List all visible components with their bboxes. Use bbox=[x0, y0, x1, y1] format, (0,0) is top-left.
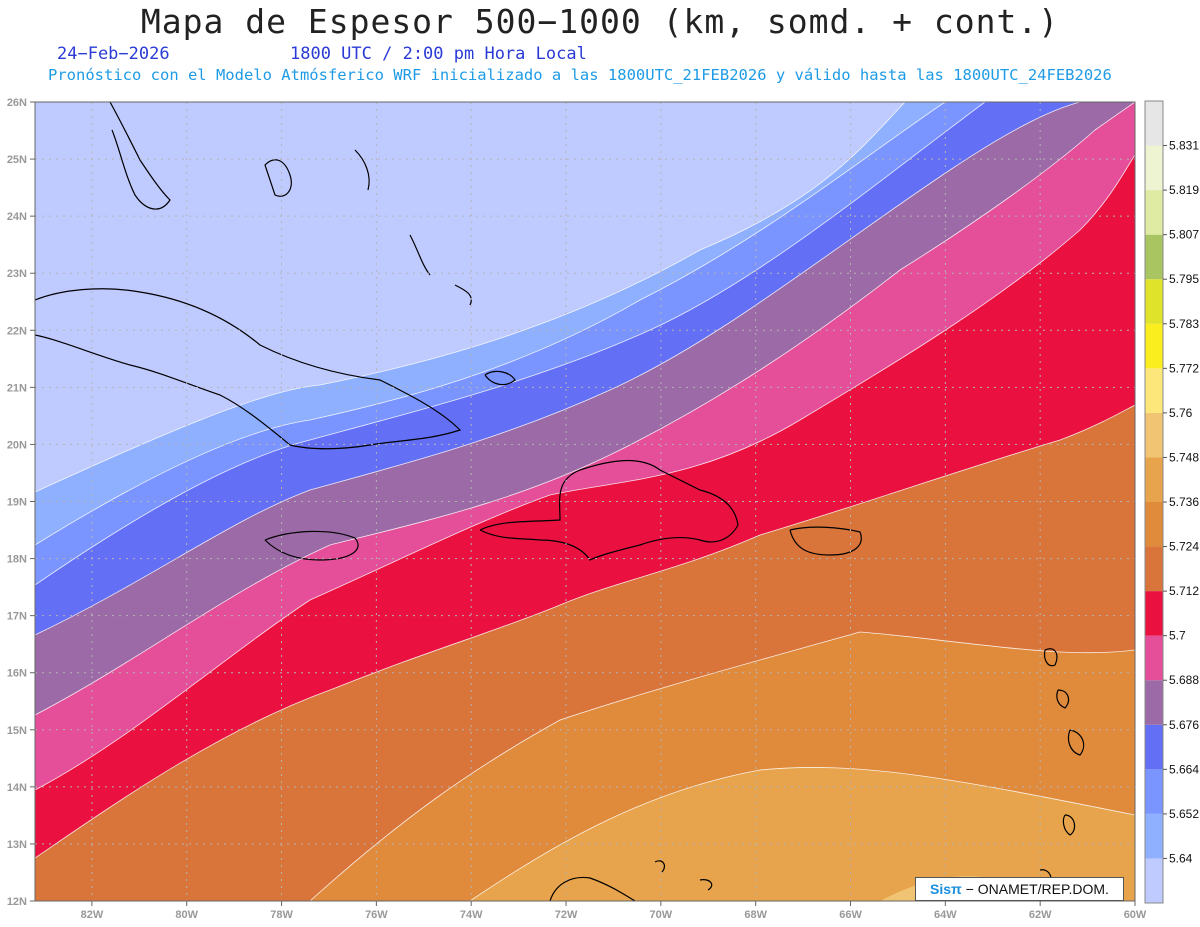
forecast-subtitle: Pronóstico con el Modelo Atmósferico WRF… bbox=[48, 66, 1112, 84]
colorbar-swatch bbox=[1145, 368, 1163, 413]
colorbar-swatch bbox=[1145, 101, 1163, 146]
lon-tick-label: 72W bbox=[555, 909, 578, 921]
colorbar-swatch bbox=[1145, 502, 1163, 547]
colorbar-swatch bbox=[1145, 412, 1163, 458]
lon-tick-label: 76W bbox=[365, 909, 388, 921]
colorbar-swatch bbox=[1145, 546, 1163, 592]
lat-tick-label: 25N bbox=[7, 154, 27, 166]
colorbar-label: 5.64 bbox=[1169, 851, 1193, 865]
colorbar-swatch bbox=[1145, 635, 1163, 681]
map-title: Mapa de Espesor 500−1000 (km, somd. + co… bbox=[140, 2, 1060, 41]
coastlines bbox=[35, 102, 1085, 901]
colorbar-label: 5.712 bbox=[1169, 584, 1199, 598]
bahamas-acklins bbox=[454, 284, 472, 306]
colorbar-label: 5.748 bbox=[1169, 450, 1199, 464]
colorbar-swatch bbox=[1145, 234, 1163, 280]
lat-tick-label: 16N bbox=[7, 668, 27, 680]
bahamas-eleuthera bbox=[354, 149, 370, 191]
st-vincent-coast bbox=[1062, 814, 1076, 836]
colorbar-swatch bbox=[1145, 457, 1163, 502]
lat-tick-label: 21N bbox=[7, 382, 27, 394]
graticule bbox=[35, 102, 1135, 901]
colorbar-swatch bbox=[1145, 190, 1163, 235]
colorbar-label: 5.783 bbox=[1169, 317, 1199, 331]
lat-tick-label: 20N bbox=[7, 439, 27, 451]
colorbar-label: 5.724 bbox=[1169, 540, 1199, 554]
lon-tick-label: 78W bbox=[270, 909, 293, 921]
colorbar-label: 5.772 bbox=[1169, 361, 1199, 375]
colorbar-label: 5.736 bbox=[1169, 495, 1199, 509]
lon-tick-label: 66W bbox=[839, 909, 862, 921]
lon-tick-label: 68W bbox=[744, 909, 767, 921]
lat-tick-label: 12N bbox=[7, 896, 27, 908]
colorbar-swatch bbox=[1145, 858, 1163, 903]
lat-tick-label: 22N bbox=[7, 325, 27, 337]
axis-ticks: 82W 80W 78W 76W 74W 72W 70W 68W 66W 64W 62W 60W 12N 1… bbox=[7, 97, 1147, 921]
colorbar-label: 5.7 bbox=[1169, 629, 1186, 643]
guadeloupe-coast bbox=[1043, 648, 1058, 667]
guajira-coast bbox=[549, 876, 636, 901]
aruba-coast bbox=[654, 860, 666, 873]
colorbar-label: 5.664 bbox=[1169, 762, 1199, 776]
colorbar-swatch bbox=[1145, 279, 1163, 324]
colorbar-label: 5.652 bbox=[1169, 807, 1199, 821]
colorbar-label: 5.676 bbox=[1169, 718, 1199, 732]
curacao-coast bbox=[699, 879, 713, 891]
hispaniola-coast bbox=[479, 460, 739, 561]
lat-tick-label: 19N bbox=[7, 497, 27, 509]
colorbar-swatch bbox=[1145, 591, 1163, 636]
colorbar-swatch bbox=[1145, 680, 1163, 725]
jamaica-coast bbox=[264, 530, 359, 561]
puerto-rico-coast bbox=[789, 526, 862, 556]
band-5748 bbox=[470, 767, 1135, 901]
colorbar-label: 5.807 bbox=[1169, 228, 1199, 242]
colorbar-label: 5.795 bbox=[1169, 272, 1199, 286]
credit-brand: Sisπ bbox=[930, 881, 962, 897]
lat-tick-label: 14N bbox=[7, 782, 27, 794]
lon-tick-label: 64W bbox=[934, 909, 957, 921]
bahamas-andros bbox=[264, 159, 292, 197]
colorbar-label: 5.831 bbox=[1169, 139, 1199, 153]
colorbar-swatch bbox=[1145, 145, 1163, 191]
lon-tick-label: 82W bbox=[81, 909, 104, 921]
lat-tick-label: 26N bbox=[7, 97, 27, 109]
colorbar-swatch bbox=[1145, 323, 1163, 369]
colorbar-swatch bbox=[1145, 769, 1163, 814]
lat-tick-label: 17N bbox=[7, 611, 27, 623]
forecast-time: 1800 UTC / 2:00 pm Hora Local bbox=[290, 44, 587, 64]
colorbar-label: 5.819 bbox=[1169, 183, 1199, 197]
colorbar-swatch bbox=[1145, 813, 1163, 859]
map-plot-area bbox=[35, 102, 1135, 901]
lat-tick-label: 15N bbox=[7, 725, 27, 737]
bahamas-long-island bbox=[409, 234, 431, 276]
lon-tick-label: 74W bbox=[460, 909, 483, 921]
lon-tick-label: 70W bbox=[650, 909, 673, 921]
lon-tick-label: 62W bbox=[1029, 909, 1052, 921]
lat-tick-label: 24N bbox=[7, 211, 27, 223]
colorbar-label: 5.76 bbox=[1169, 406, 1193, 420]
florida-coast bbox=[109, 102, 171, 210]
colorbar-swatch bbox=[1145, 724, 1163, 770]
dominica-coast bbox=[1056, 689, 1070, 709]
inagua-island bbox=[484, 370, 516, 386]
lat-tick-label: 18N bbox=[7, 554, 27, 566]
lon-tick-label: 60W bbox=[1124, 909, 1147, 921]
lat-tick-label: 13N bbox=[7, 839, 27, 851]
martinique-coast bbox=[1067, 729, 1085, 756]
colorbar-label: 5.688 bbox=[1169, 673, 1199, 687]
credit-box: Sisπ − ONAMET/REP.DOM. bbox=[915, 877, 1124, 901]
lat-tick-label: 23N bbox=[7, 268, 27, 280]
forecast-date: 24−Feb−2026 bbox=[57, 44, 170, 64]
lon-tick-label: 80W bbox=[175, 909, 198, 921]
colorbar: 5.64 5.652 5.664 5.676 5.688 5.7 5.712 5.724 5.7… bbox=[1144, 100, 1199, 904]
credit-text: − ONAMET/REP.DOM. bbox=[965, 881, 1109, 897]
cuba-coast bbox=[35, 288, 462, 450]
